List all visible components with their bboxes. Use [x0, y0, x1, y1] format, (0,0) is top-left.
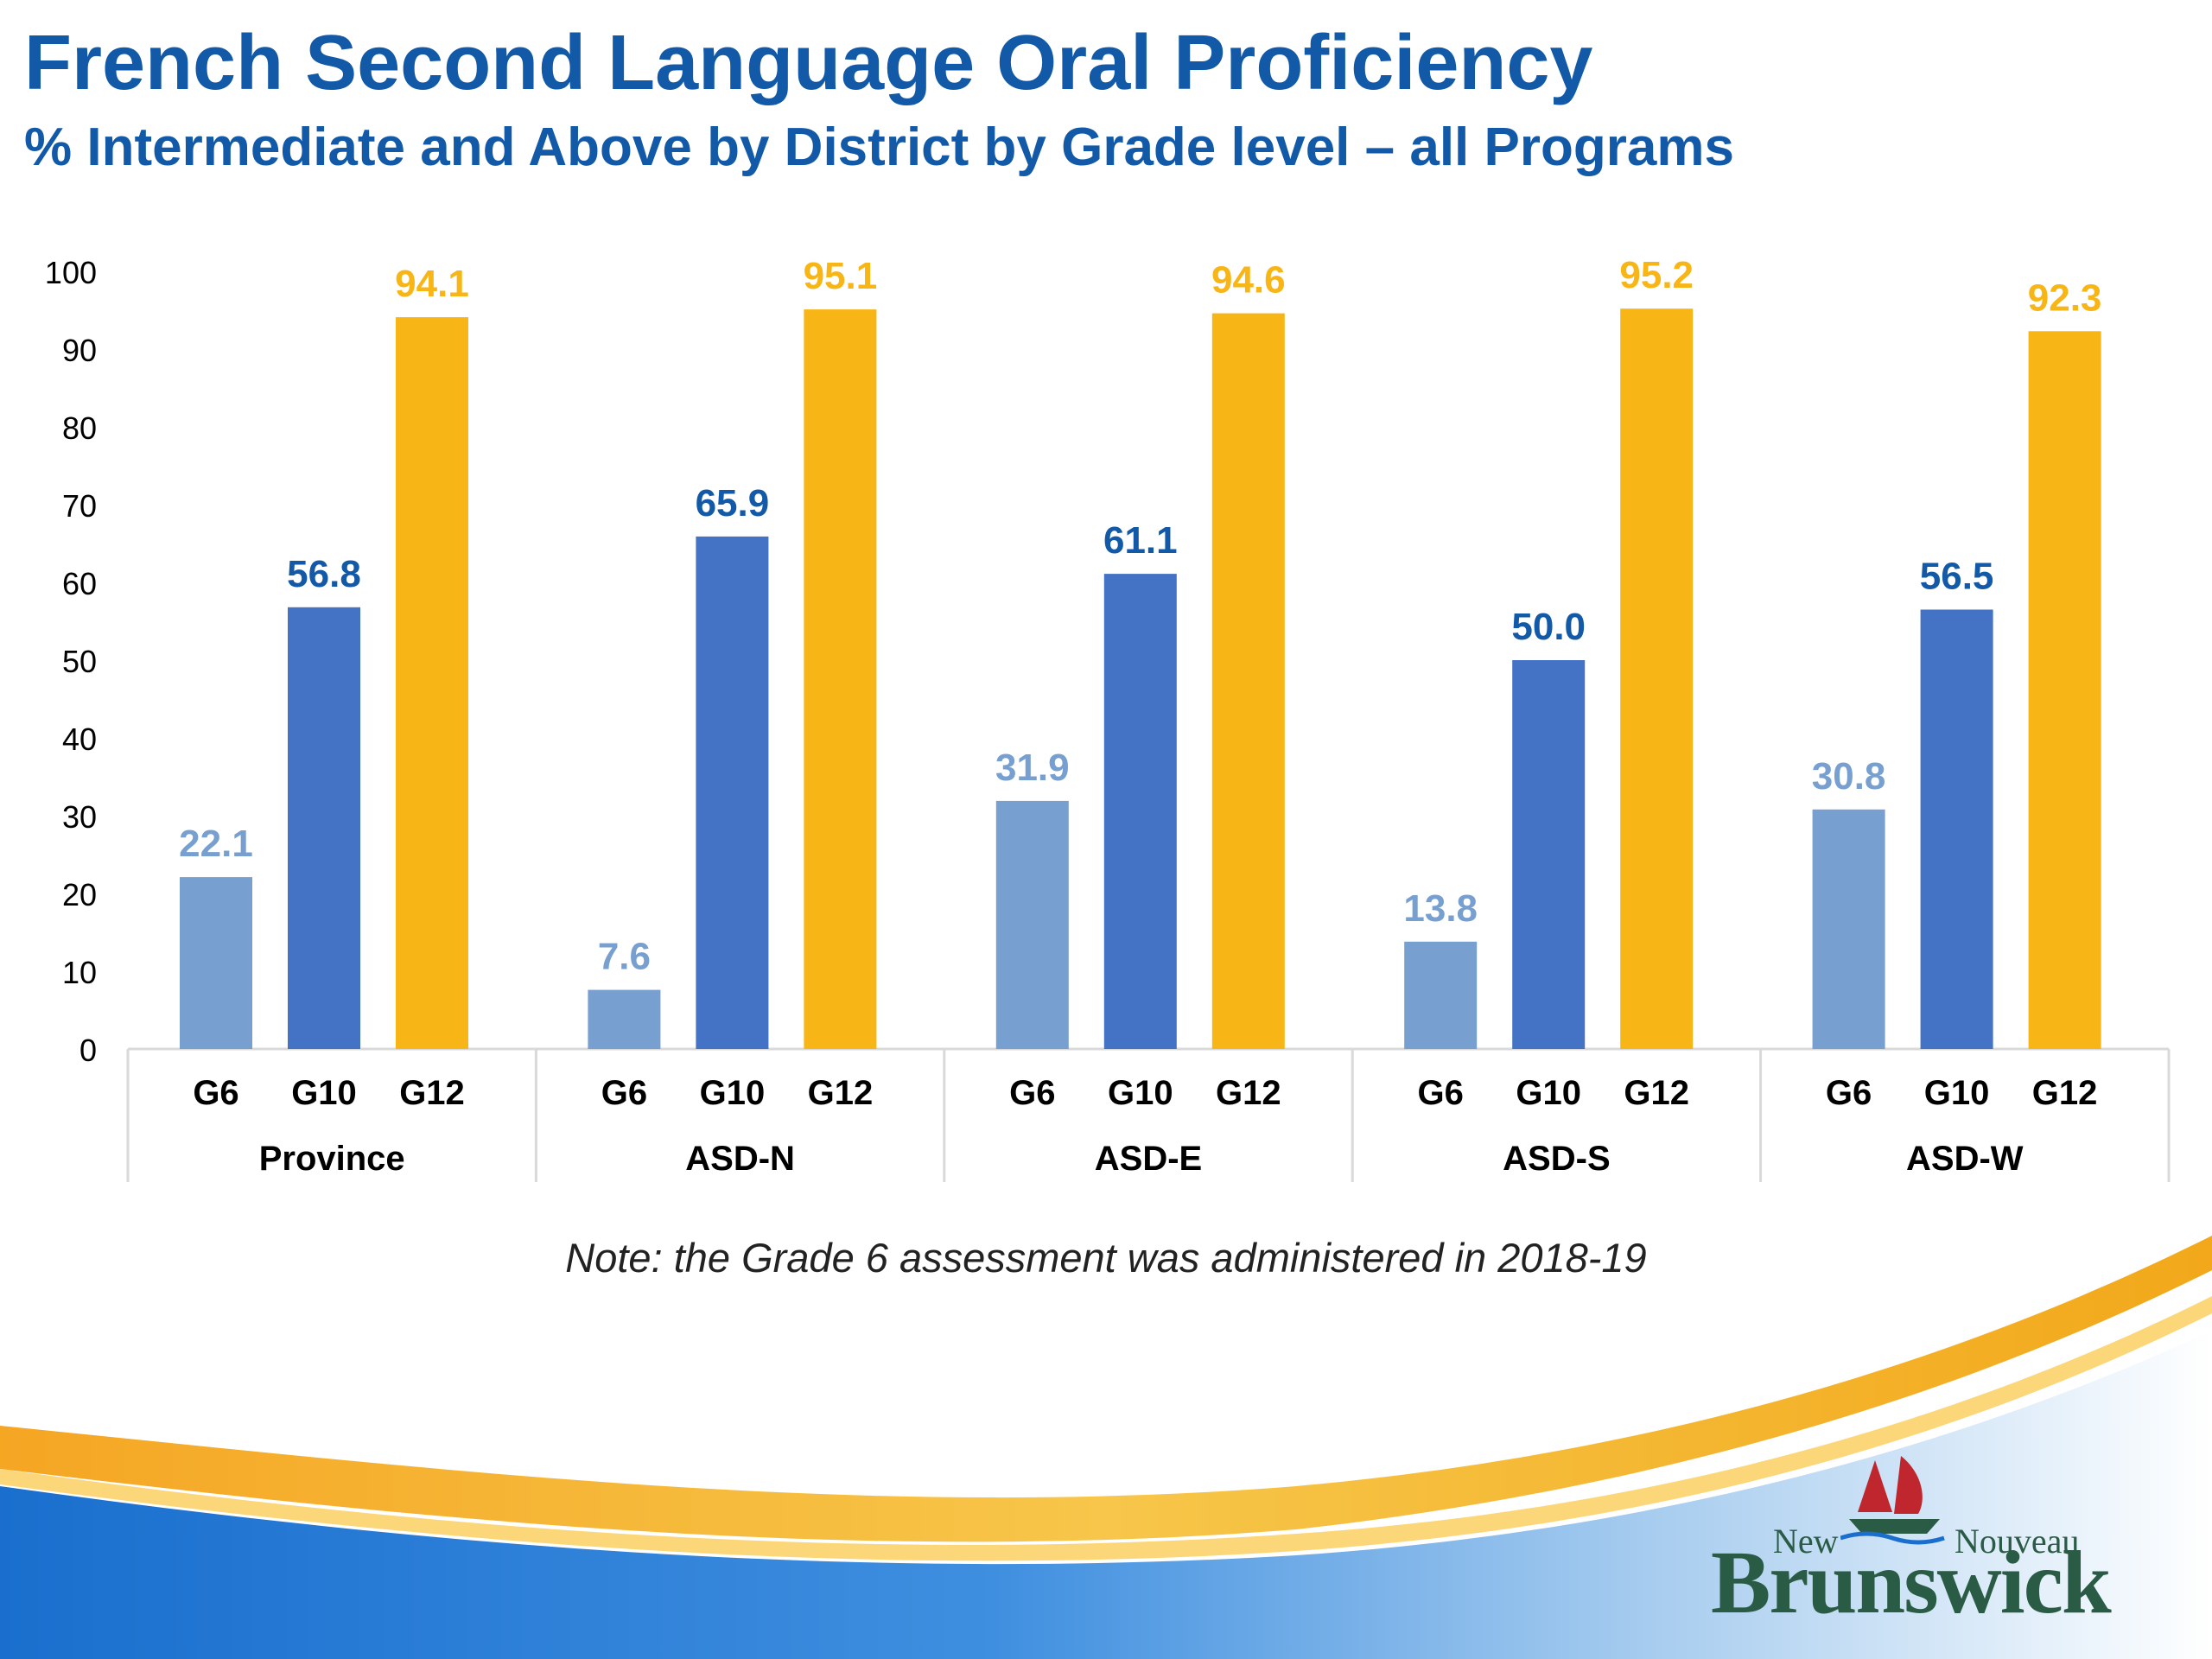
group-label: ASD-E: [1095, 1140, 1202, 1178]
bar: [588, 989, 661, 1049]
y-tick-label: 30: [62, 799, 97, 835]
logo-new-text: New: [1773, 1522, 1839, 1560]
group-label: ASD-N: [685, 1140, 795, 1178]
x-tick-label: G12: [808, 1074, 874, 1112]
ship-icon: [1840, 1456, 1945, 1545]
x-tick-label: G6: [193, 1074, 238, 1112]
bar: [180, 877, 252, 1049]
data-label: 92.3: [2028, 276, 2102, 319]
page-subtitle: % Intermediate and Above by District by …: [24, 118, 1734, 177]
bar: [1512, 660, 1586, 1049]
logo-nouveau-text: Nouveau: [1955, 1522, 2080, 1560]
bar: [1620, 308, 1694, 1049]
bar: [2028, 331, 2101, 1049]
y-tick-label: 0: [79, 1033, 97, 1068]
y-tick-label: 70: [62, 488, 97, 524]
bar: [995, 800, 1069, 1049]
bar: [1920, 609, 1993, 1049]
data-label: 94.1: [395, 263, 469, 305]
bar: [396, 317, 468, 1050]
group-label: ASD-W: [1906, 1140, 2024, 1178]
x-tick-label: G6: [1009, 1074, 1055, 1112]
x-tick-label: G6: [1418, 1074, 1464, 1112]
y-tick-label: 20: [62, 877, 97, 912]
data-label: 22.1: [179, 823, 253, 865]
logo-brunswick-text: Brunswick: [1711, 1533, 2112, 1632]
y-tick-label: 40: [62, 721, 97, 757]
data-label: 56.8: [287, 553, 361, 595]
data-label: 56.5: [1920, 556, 1994, 598]
data-label: 61.1: [1103, 519, 1178, 562]
group-label: Province: [259, 1140, 405, 1178]
y-tick-label: 100: [45, 255, 97, 290]
bar-chart: 0 10 20 30 40 50 60 70 80 90 100 22.1 G6 56.8 G10 94.1 G…: [45, 254, 2171, 1182]
bar: [1404, 941, 1478, 1049]
x-tick-label: G10: [1108, 1074, 1173, 1112]
data-label: 7.6: [598, 936, 651, 978]
new-brunswick-logo: New Nouveau Brunswick: [1711, 1452, 2177, 1628]
y-tick-label: 10: [62, 955, 97, 990]
chart-note: Note: the Grade 6 assessment was adminis…: [565, 1235, 1647, 1281]
group-label: ASD-S: [1503, 1140, 1610, 1178]
x-tick-label: G12: [399, 1074, 465, 1112]
bar: [1103, 574, 1177, 1049]
data-label: 50.0: [1511, 606, 1586, 648]
data-label: 30.8: [1812, 755, 1886, 798]
data-label: 31.9: [995, 747, 1070, 789]
y-tick-label: 80: [62, 410, 97, 446]
y-tick-label: 90: [62, 333, 97, 368]
data-label: 95.1: [804, 255, 878, 297]
bar: [1211, 313, 1285, 1050]
x-tick-label: G12: [1216, 1074, 1281, 1112]
x-tick-label: G6: [601, 1074, 647, 1112]
x-tick-label: G10: [1516, 1074, 1581, 1112]
data-label: 65.9: [696, 482, 770, 524]
bar: [804, 309, 877, 1050]
data-label: 94.6: [1211, 259, 1286, 302]
x-tick-label: G12: [2032, 1074, 2098, 1112]
y-tick-label: 50: [62, 644, 97, 679]
x-tick-label: G6: [1826, 1074, 1872, 1112]
y-tick-label: 60: [62, 566, 97, 601]
bar: [696, 536, 769, 1049]
data-label: 95.2: [1619, 254, 1694, 296]
page-title: French Second Language Oral Proficiency: [24, 20, 1593, 106]
bar: [288, 607, 360, 1049]
x-tick-label: G10: [1924, 1074, 1990, 1112]
x-tick-label: G10: [291, 1074, 357, 1112]
x-tick-label: G10: [700, 1074, 766, 1112]
x-tick-label: G12: [1624, 1074, 1689, 1112]
data-label: 13.8: [1403, 887, 1478, 930]
bar: [1812, 809, 1885, 1049]
